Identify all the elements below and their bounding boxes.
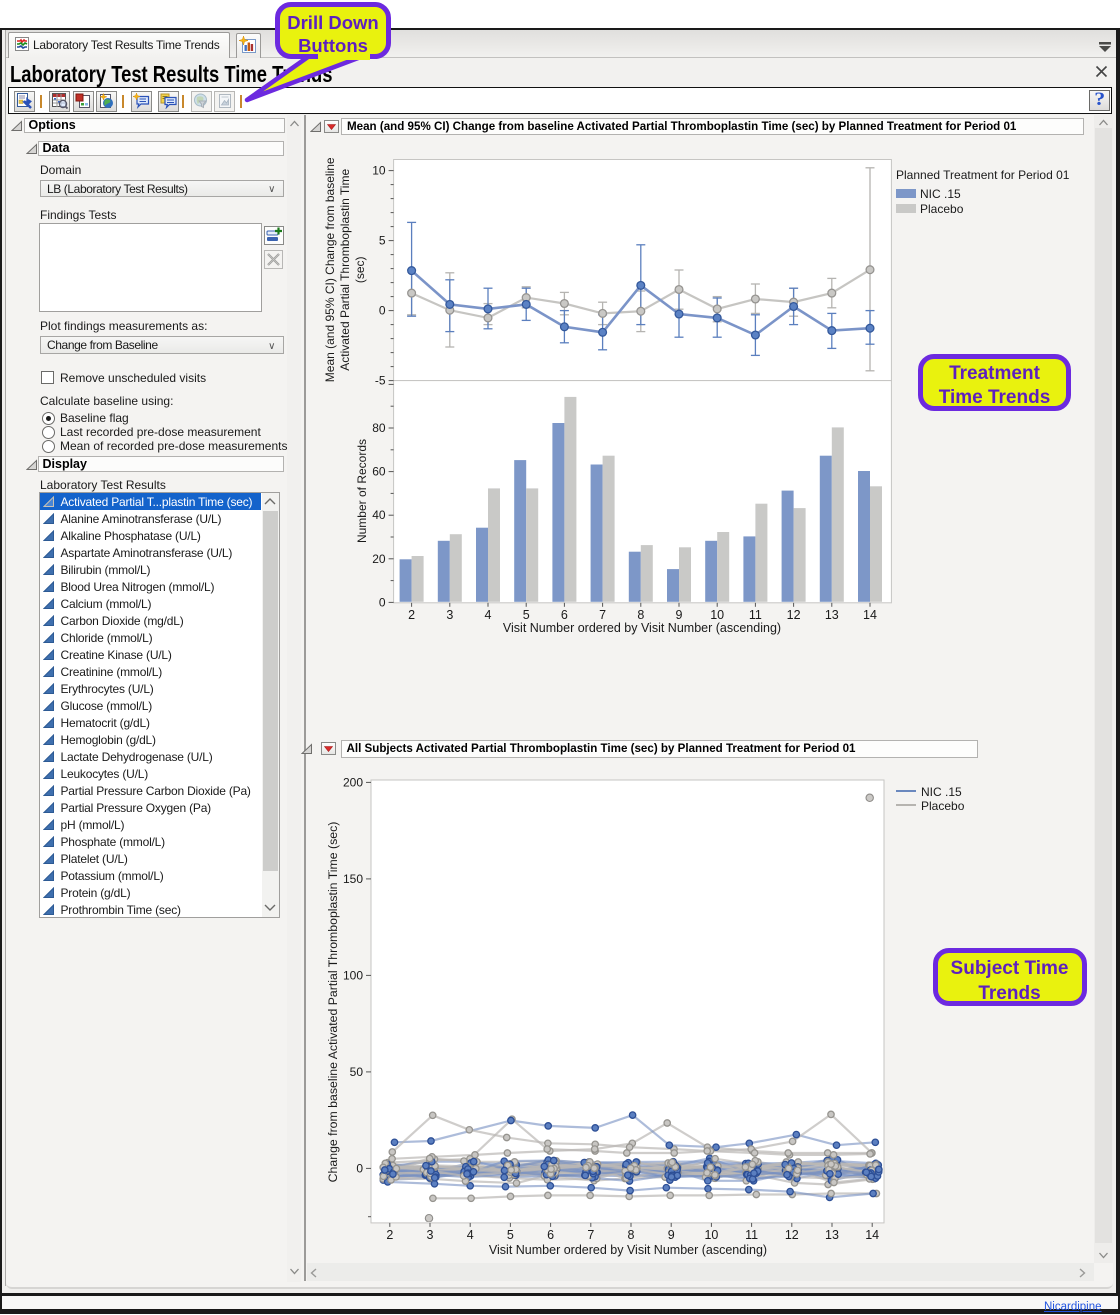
- svg-text:10: 10: [704, 1228, 718, 1242]
- svg-text:4: 4: [467, 1228, 474, 1242]
- svg-text:50: 50: [350, 1065, 364, 1079]
- svg-text:14: 14: [865, 1228, 879, 1242]
- svg-text:9: 9: [676, 608, 683, 622]
- svg-text:6: 6: [547, 1228, 554, 1242]
- svg-text:60: 60: [372, 465, 386, 479]
- svg-text:150: 150: [343, 872, 363, 886]
- svg-text:200: 200: [343, 775, 363, 789]
- svg-text:80: 80: [372, 421, 386, 435]
- svg-text:6: 6: [561, 608, 568, 622]
- svg-text:2: 2: [386, 1228, 393, 1242]
- svg-text:10: 10: [372, 164, 386, 178]
- svg-text:12: 12: [787, 608, 801, 622]
- svg-text:Visit Number ordered by Visit: Visit Number ordered by Visit Number (as…: [503, 621, 781, 635]
- svg-text:14: 14: [863, 608, 877, 622]
- svg-text:2: 2: [408, 608, 415, 622]
- svg-text:0: 0: [379, 304, 386, 318]
- svg-text:7: 7: [599, 608, 606, 622]
- svg-text:3: 3: [446, 608, 453, 622]
- svg-text:5: 5: [379, 234, 386, 248]
- svg-text:0: 0: [356, 1161, 363, 1175]
- svg-text:13: 13: [825, 1228, 839, 1242]
- svg-text:100: 100: [343, 968, 363, 982]
- svg-text:11: 11: [749, 608, 762, 622]
- svg-text:13: 13: [825, 608, 839, 622]
- svg-text:12: 12: [785, 1228, 799, 1242]
- svg-text:7: 7: [587, 1228, 594, 1242]
- svg-text:11: 11: [745, 1228, 758, 1242]
- svg-text:20: 20: [372, 552, 386, 566]
- svg-text:9: 9: [668, 1228, 675, 1242]
- svg-text:4: 4: [485, 608, 492, 622]
- svg-text:-5: -5: [375, 374, 386, 388]
- svg-text:3: 3: [427, 1228, 434, 1242]
- svg-text:5: 5: [507, 1228, 514, 1242]
- svg-text:8: 8: [637, 608, 644, 622]
- svg-text:Visit Number ordered by Visit: Visit Number ordered by Visit Number (as…: [489, 1243, 767, 1257]
- svg-text:10: 10: [710, 608, 724, 622]
- svg-text:8: 8: [628, 1228, 635, 1242]
- svg-text:0: 0: [379, 595, 386, 609]
- svg-text:5: 5: [523, 608, 530, 622]
- svg-text:40: 40: [372, 508, 386, 522]
